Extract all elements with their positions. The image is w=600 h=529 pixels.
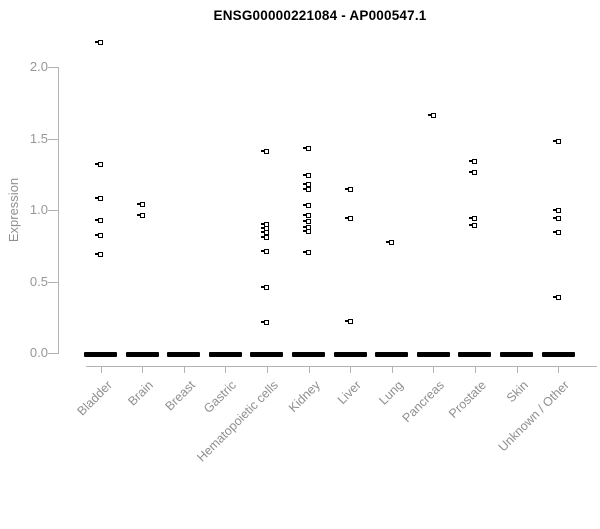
data-point — [261, 248, 270, 254]
zero-expression-dash — [84, 352, 117, 357]
data-point — [303, 250, 311, 256]
data-point — [95, 233, 103, 239]
zero-expression-dash — [375, 352, 409, 357]
data-point — [344, 216, 353, 222]
x-category-label: Liver — [334, 378, 364, 408]
x-category-label: Unknown / Other — [495, 378, 572, 455]
x-tick — [558, 366, 560, 373]
y-tick-label: 1.5 — [29, 130, 48, 146]
data-point — [95, 251, 103, 257]
x-tick — [474, 366, 476, 373]
data-point — [344, 187, 353, 193]
x-tick — [433, 366, 435, 373]
data-point — [303, 228, 311, 234]
data-point — [303, 181, 311, 187]
y-tick — [48, 67, 58, 68]
data-point — [344, 319, 353, 325]
data-point — [261, 234, 270, 240]
zero-expression-dash — [125, 352, 159, 357]
x-tick — [516, 366, 518, 373]
data-point — [386, 240, 395, 246]
data-point — [303, 203, 311, 209]
y-tick-label: 0.5 — [29, 273, 48, 289]
y-tick-label: 0.0 — [29, 345, 48, 360]
x-tick — [391, 366, 393, 373]
x-tick — [308, 366, 310, 373]
y-tick — [48, 210, 58, 211]
data-point — [95, 161, 103, 167]
y-tick-label: 1.0 — [29, 202, 48, 217]
zero-expression-dash — [541, 352, 575, 357]
data-point — [136, 213, 145, 219]
plot-area: 0.0 0.5 1.0 1.5 2.0 Bladder Brain Breast Gastric… — [29, 40, 597, 465]
data-point — [303, 146, 311, 151]
y-tick-label: 2.0 — [29, 59, 48, 74]
x-axis-line — [86, 366, 597, 367]
chart-title: ENSG00000221084 - AP000547.1 — [213, 8, 427, 23]
zero-expression-dash — [500, 352, 533, 357]
y-tick — [48, 353, 58, 354]
x-tick — [350, 366, 352, 373]
data-point — [261, 284, 270, 290]
data-point — [303, 218, 311, 224]
zero-expression-dash — [458, 352, 492, 357]
data-point — [303, 187, 311, 193]
x-tick — [142, 366, 144, 373]
data-point — [469, 223, 478, 229]
zero-expression-dash — [292, 352, 325, 357]
y-tick — [48, 138, 58, 140]
x-tick — [183, 366, 185, 373]
zero-expression-dash — [167, 352, 201, 357]
zero-expression-dash — [333, 352, 367, 357]
data-point — [427, 113, 436, 119]
x-tick — [225, 366, 227, 373]
x-tick — [266, 366, 268, 373]
data-point — [552, 294, 561, 300]
data-point — [261, 320, 270, 326]
data-point — [469, 158, 478, 164]
y-tick — [48, 281, 58, 283]
zero-expression-dash — [416, 352, 450, 357]
data-point — [469, 216, 478, 222]
data-point — [552, 230, 561, 236]
zero-expression-dash — [208, 352, 242, 357]
data-point — [95, 217, 103, 223]
x-tick — [100, 366, 102, 373]
data-point — [95, 196, 103, 202]
data-point — [552, 138, 561, 144]
y-axis-line — [58, 67, 59, 354]
data-point — [95, 40, 103, 46]
data-point — [469, 170, 478, 176]
data-point — [303, 213, 311, 219]
data-point — [552, 207, 561, 213]
zero-expression-dash — [250, 352, 284, 357]
data-point — [136, 201, 145, 207]
data-point — [261, 148, 270, 154]
data-point — [552, 216, 561, 222]
x-category-label: Brain — [125, 378, 157, 409]
data-point — [303, 173, 311, 179]
